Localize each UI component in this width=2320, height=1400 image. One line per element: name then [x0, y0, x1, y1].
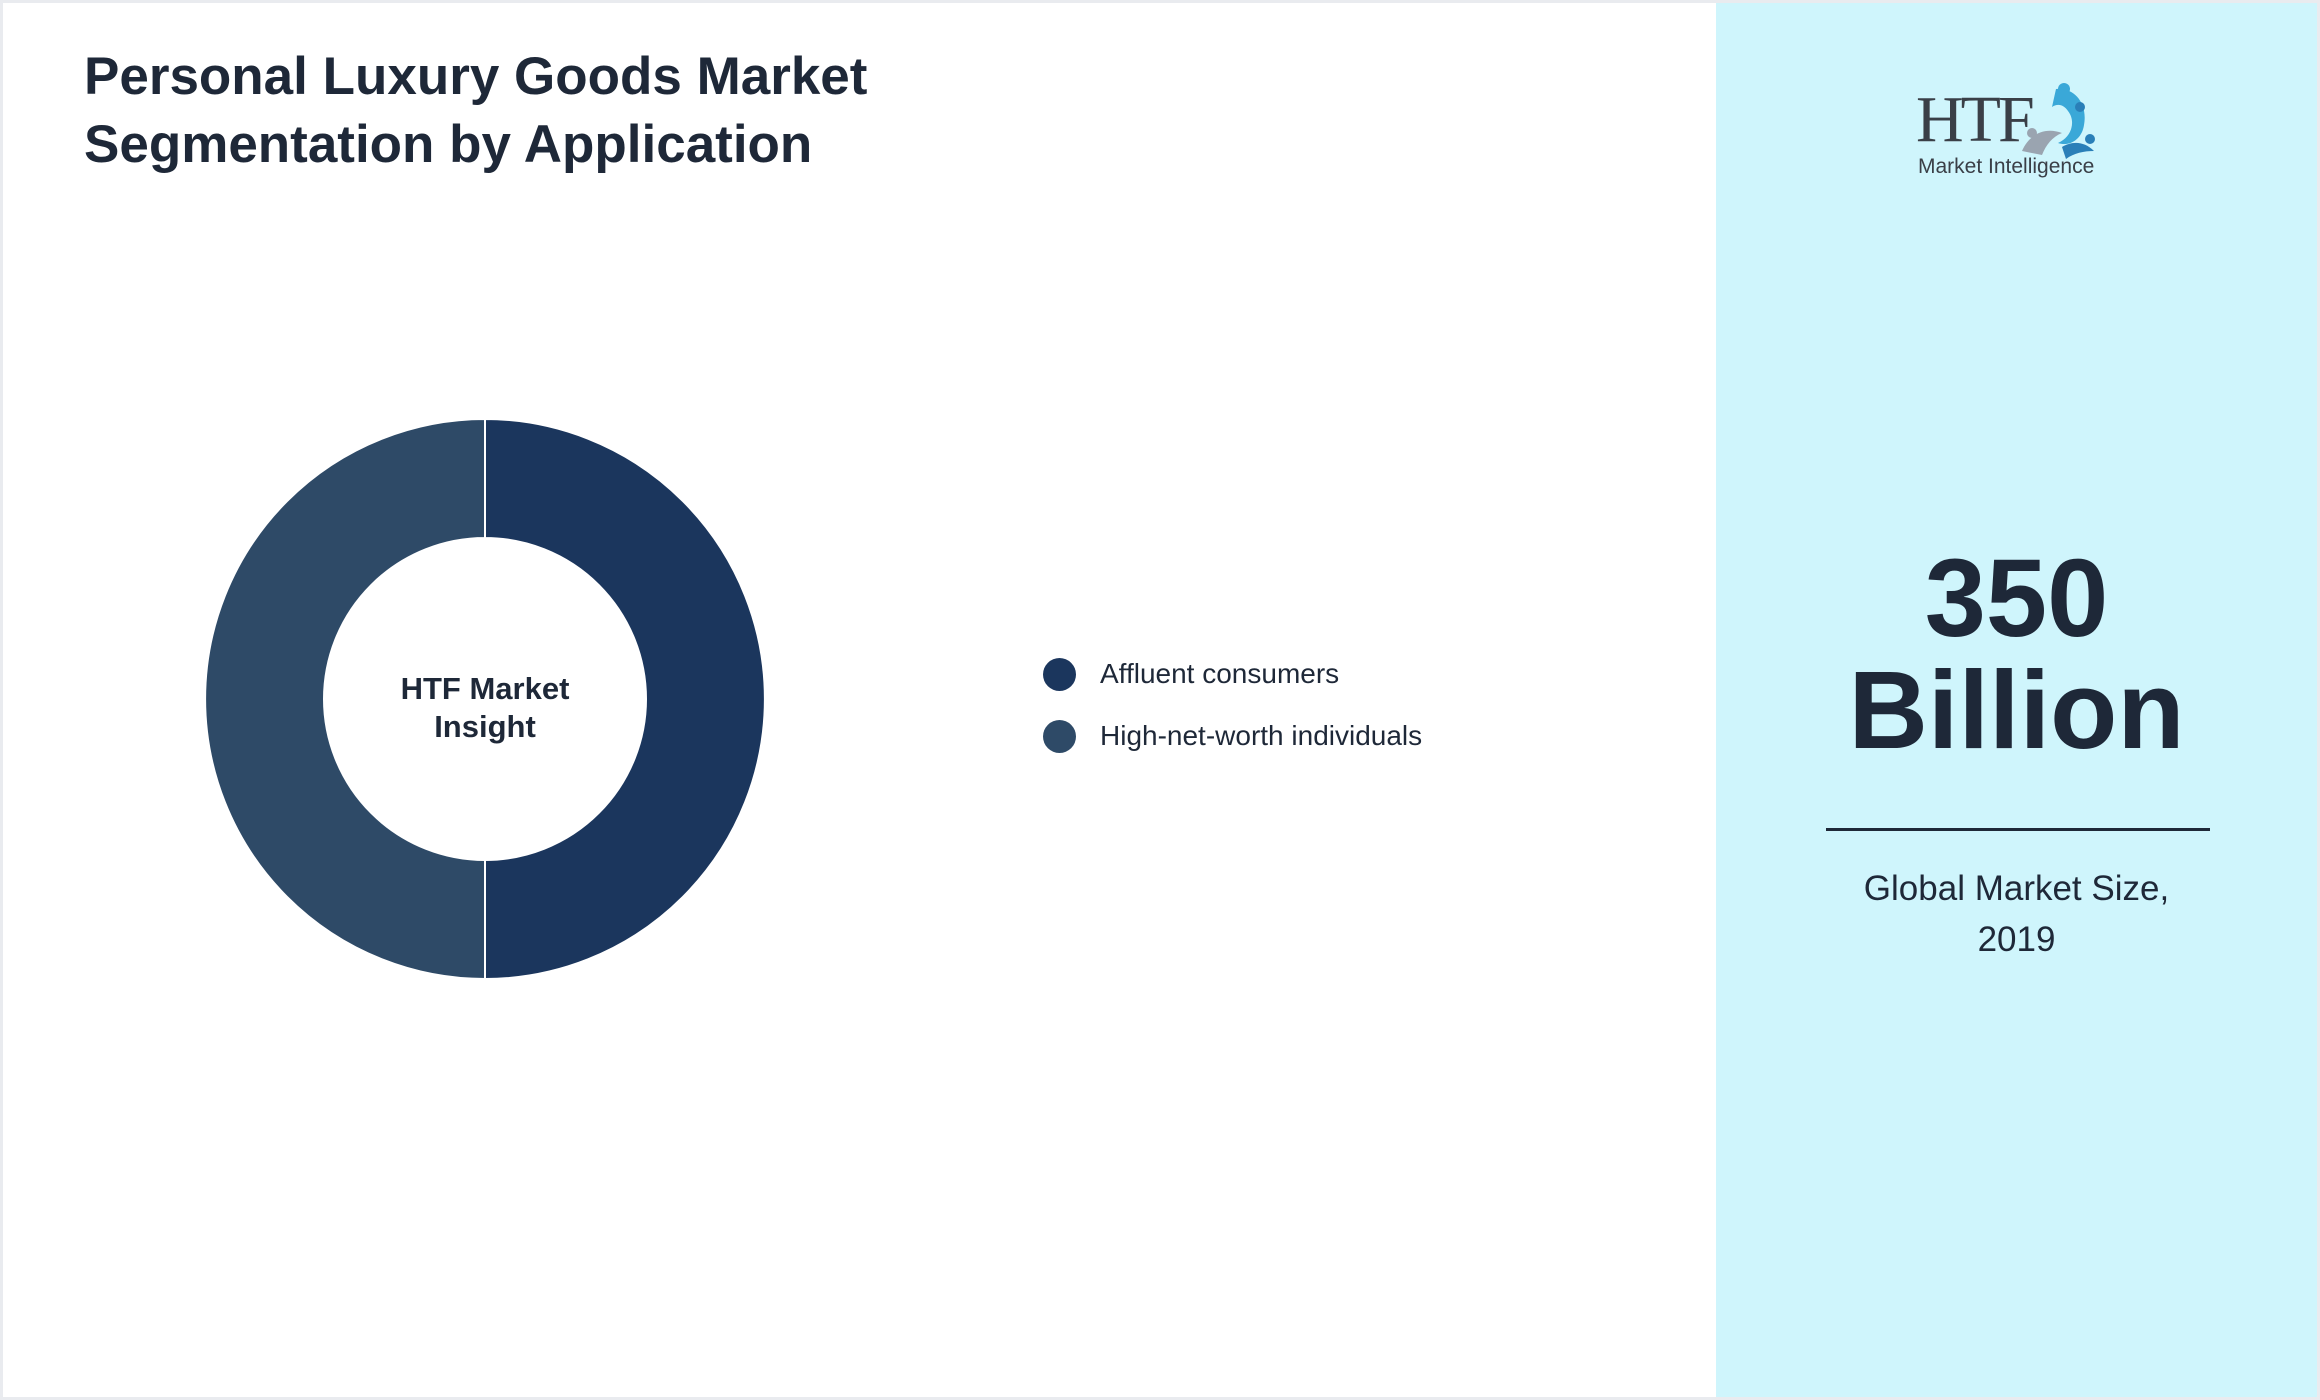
donut-slice-2 — [204, 417, 486, 981]
market-size-number: 350 — [1924, 537, 2109, 660]
donut-slice-1 — [484, 417, 766, 981]
summary-panel: HTF Market Intelligence 350 Billion Glob… — [1716, 3, 2317, 1397]
chart-legend: Affluent consumers High-net-worth individ… — [1043, 643, 1422, 767]
logo-tagline: Market Intelligence — [1918, 155, 2095, 178]
swirl-figures-icon — [2022, 83, 2095, 159]
donut-center-label-line-1: HTF Market — [401, 671, 570, 706]
legend-item: High-net-worth individuals — [1043, 705, 1422, 767]
page-title: Personal Luxury Goods Market Segmentatio… — [84, 47, 868, 174]
donut-chart: HTF Market Insight — [204, 417, 766, 981]
market-size-caption: Global Market Size, 2019 — [1766, 863, 2267, 965]
legend-swatch — [1043, 657, 1076, 691]
market-size-unit: Billion — [1848, 649, 2185, 772]
divider-line — [1826, 828, 2210, 831]
legend-item: Affluent consumers — [1043, 643, 1422, 705]
legend-swatch — [1043, 719, 1076, 753]
report-card: Personal Luxury Goods Market Segmentatio… — [3, 3, 2317, 1397]
caption-line-2: 2019 — [1977, 920, 2056, 959]
legend-label: High-net-worth individuals — [1100, 720, 1423, 751]
caption-line-1: Global Market Size, — [1863, 869, 2170, 908]
donut-slices — [204, 417, 766, 981]
htf-logo: HTF Market Intelligence — [1916, 81, 2106, 191]
donut-center-label-line-2: Insight — [434, 709, 536, 744]
legend-label: Affluent consumers — [1100, 658, 1340, 689]
market-size-value: 350 Billion — [1716, 543, 2317, 767]
chart-panel: Personal Luxury Goods Market Segmentatio… — [3, 3, 1716, 1397]
logo-wordmark: HTF — [1916, 83, 2035, 156]
